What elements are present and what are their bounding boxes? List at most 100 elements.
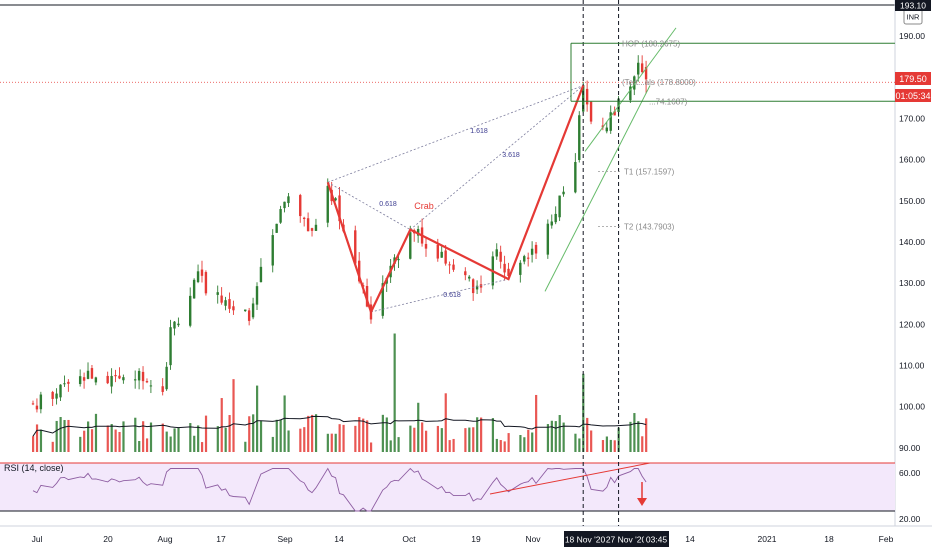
level-label: HOP (188.2675) [622,39,680,48]
candle-body [644,67,648,80]
level-label: (Tert...als (178.8000) [622,78,696,87]
rsi-tick-label: 60.00 [899,468,921,478]
y-tick-label: 150.00 [899,196,925,206]
x-tick-label: 17 [216,534,226,544]
candle-body [287,196,290,204]
candle-body [255,286,259,305]
candle-body [554,213,557,223]
volume-bar [448,440,451,452]
candle-body [247,310,251,321]
volume-bar [216,426,219,452]
volume-bar [275,419,278,452]
candle-body [444,250,447,264]
volume-bar [389,440,392,452]
volume-bar [366,420,369,452]
candle-body [232,306,235,311]
volume-bar [307,415,310,452]
volume-bar [385,417,388,452]
candle-body [204,272,208,294]
candle-body [299,195,302,217]
volume-bar [523,437,526,452]
candle-body [216,292,219,295]
candle-body [562,191,565,195]
candle-body [189,295,192,326]
candle-body [106,375,109,384]
pattern-dotted-bd [410,85,584,230]
candle-body [302,217,306,220]
x-tick-label: Aug [157,534,172,544]
candle-body [613,111,616,116]
candle-body [114,375,117,377]
candle-body [519,262,522,275]
volume-bar [519,435,522,452]
candle-body [220,295,223,303]
candle-body [629,86,632,101]
volume-bar [574,433,577,452]
level-label: ...74.1687) [649,97,688,106]
candle-body [196,271,200,283]
volume-bar [90,429,94,452]
candle-body [326,185,329,223]
volume-bar [440,428,443,452]
volume-bar [334,433,337,452]
volume-bar [106,425,109,452]
rsi-pane [0,462,895,512]
volume-bar [87,421,90,452]
candle-body [118,375,121,379]
y-tick-label: 160.00 [899,155,925,165]
candle-body [468,276,471,279]
volume-bar [177,427,180,452]
candle-body [251,303,255,318]
volume-bar [303,427,306,452]
candle-body [228,299,231,309]
pattern-ratio-label: 1.618 [470,128,488,135]
volume-bar [637,421,640,452]
volume-bar [578,438,581,452]
x-tick-label: 2021 [758,534,777,544]
candle-body [145,381,149,383]
candle-body [141,371,145,382]
volume-bar [409,425,412,452]
volume-bar [67,419,70,452]
volume-bar [114,429,117,452]
candle-body [173,321,176,329]
candle-body [244,309,247,312]
pattern-overlay: 1.618 3.618 0.618 0.618 HOP (188.2675) (Tert.… [0,0,895,526]
rsi-trendline [489,462,651,495]
candle-body [55,393,58,399]
volume-bar [417,402,420,452]
y-tick-label: 130.00 [899,278,925,288]
volume-bar [633,413,636,452]
candle-body [86,370,90,379]
rsi-line [32,467,647,512]
volume-bar [51,441,54,452]
date-badge-2-label: 27 Nov '20 [606,535,647,545]
candle-body [452,264,455,270]
volume-bar [354,425,357,452]
volume-bar [413,427,416,452]
volume-bar [173,428,176,452]
date-badge-3-label: 03:45 [646,535,668,545]
candle-body [605,127,608,132]
volume-bar [271,436,274,452]
volume-bar [369,442,373,452]
volume-bar [617,427,620,452]
candle-body [354,230,357,264]
candle-body [550,221,553,226]
countdown-badge [895,89,931,102]
candle-body [39,394,43,410]
volume-bar [204,415,208,452]
volume-bar [554,421,557,452]
candle-body [67,381,70,384]
volume-bar [362,418,365,452]
volume-bar [138,441,141,452]
volume-bar [527,429,530,452]
candle-body [397,259,400,261]
candle-body [161,386,164,392]
volume-bar [609,439,612,452]
volume-bar [314,414,318,452]
volume-bar [358,417,361,452]
candle-body [90,368,94,379]
candle-body [306,218,310,232]
